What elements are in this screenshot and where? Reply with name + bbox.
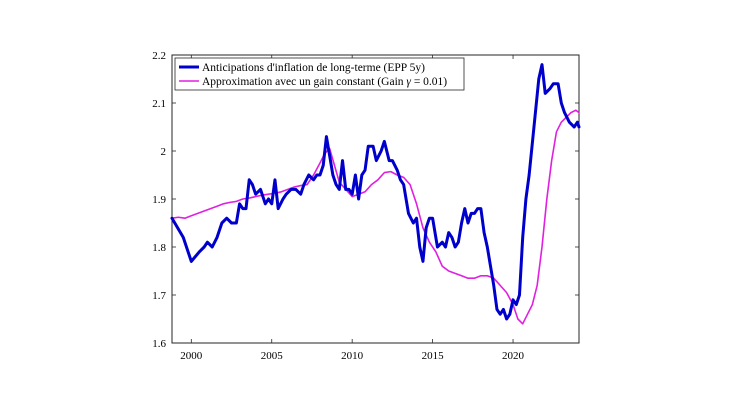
y-tick-label: 1.6 (152, 338, 166, 350)
x-tick-label: 2020 (502, 350, 525, 362)
plot-area: 2000 2005 2010 2015 2020 1.6 1.7 1.8 1.9 2 2.1 2.2 (152, 50, 581, 362)
x-tick-label: 2005 (261, 350, 284, 362)
x-tick-label: 2000 (180, 350, 203, 362)
x-tick-label: 2010 (341, 350, 364, 362)
y-axis: 1.6 1.7 1.8 1.9 2 2.1 2.2 (152, 50, 579, 350)
legend-label-part-2: = 0.01) (411, 76, 447, 88)
legend-label-part-1: Approximation avec un gain constant (Gai… (202, 76, 406, 88)
legend: Anticipations d'inflation de long-terme … (174, 57, 465, 91)
y-tick-label: 1.7 (152, 290, 166, 302)
legend-label-epp-5y: Anticipations d'inflation de long-terme … (202, 62, 425, 74)
x-tick-label: 2015 (422, 350, 445, 362)
y-tick-label: 2.2 (152, 50, 166, 62)
series-line-epp-5y (170, 63, 581, 321)
y-tick-label: 2 (161, 146, 167, 158)
series-line-constant-gain (171, 109, 580, 325)
y-tick-label: 1.9 (152, 194, 166, 206)
y-tick-label: 2.1 (152, 98, 166, 110)
y-tick-label: 1.8 (152, 242, 166, 254)
legend-label-constant-gain: Approximation avec un gain constant (Gai… (202, 76, 447, 88)
x-axis: 2000 2005 2010 2015 2020 (180, 55, 525, 362)
legend-label-gamma: γ (406, 76, 411, 88)
legend-box (174, 57, 465, 91)
series-group (170, 63, 581, 325)
